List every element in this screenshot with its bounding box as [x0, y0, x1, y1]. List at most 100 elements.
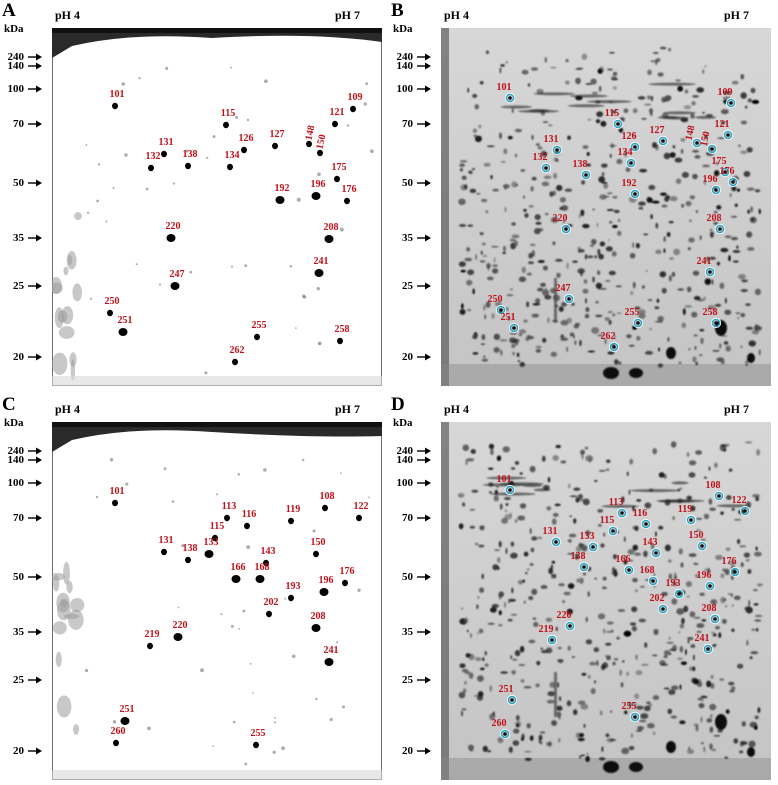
spot-label: 247 — [555, 283, 571, 294]
mw-marker-label: 20 — [402, 745, 413, 757]
spot-label: 168 — [254, 562, 270, 573]
spot-label: 202 — [649, 593, 665, 604]
protein-spot-circle — [506, 694, 518, 706]
spot-label: 208 — [706, 213, 722, 224]
protein-spot-circle — [495, 304, 507, 316]
mw-marker: 70 — [389, 512, 441, 524]
mw-marker: 50 — [0, 571, 52, 583]
spot-label: 126 — [621, 131, 637, 142]
ph-right-label: pH 7 — [724, 8, 750, 22]
protein-spot — [311, 192, 321, 200]
mw-marker-label: 70 — [402, 512, 413, 524]
protein-spot — [272, 142, 278, 150]
arrow-right-icon — [28, 282, 42, 290]
ph-left-label: pH 4 — [444, 402, 470, 416]
spot-label: 176 — [719, 166, 735, 177]
spot-label: 150 — [310, 537, 326, 548]
spot-label: 255 — [624, 307, 640, 318]
protein-spot-circle — [709, 613, 721, 625]
spot-label: 132 — [532, 152, 548, 163]
protein-spot — [350, 105, 356, 113]
spot-label: 250 — [487, 294, 503, 305]
mw-marker: 20 — [389, 745, 441, 757]
protein-spot — [288, 594, 294, 602]
protein-spot — [120, 717, 130, 725]
protein-spot-circle — [504, 484, 516, 496]
mw-marker-label: 100 — [396, 83, 414, 95]
protein-spot-circle — [710, 184, 722, 196]
protein-spot — [342, 579, 348, 587]
spot-label: 251 — [117, 315, 133, 326]
mw-marker-label: 140 — [396, 454, 414, 466]
spot-label: 131 — [542, 526, 558, 537]
protein-spot — [255, 575, 265, 583]
protein-spot — [319, 588, 329, 596]
protein-spot — [166, 234, 176, 242]
spot-label: 219 — [144, 629, 160, 640]
spot-label: 138 — [182, 149, 198, 160]
mw-marker-label: 100 — [7, 477, 25, 489]
spot-label: 113 — [608, 497, 624, 508]
spot-label: 208 — [701, 603, 717, 614]
spot-label: 122 — [731, 495, 747, 506]
protein-spot — [334, 175, 340, 183]
protein-spot — [118, 328, 128, 336]
protein-spot — [344, 197, 350, 205]
spot-label: 109 — [347, 92, 363, 103]
spot-label: 241 — [696, 256, 712, 267]
ph-right-label: pH 7 — [724, 402, 750, 416]
mw-marker: 25 — [389, 280, 441, 292]
mw-marker: 70 — [389, 118, 441, 130]
arrow-right-icon — [28, 747, 42, 755]
spot-label: 115 — [604, 108, 620, 119]
spot-label: 119 — [285, 504, 301, 515]
mw-marker: 50 — [0, 177, 52, 189]
spot-label: 166 — [230, 562, 246, 573]
protein-spot — [324, 235, 334, 243]
mw-marker-label: 25 — [13, 674, 24, 686]
mw-marker-label: 140 — [7, 454, 25, 466]
spot-label: 143 — [642, 537, 658, 548]
ph-right-label: pH 7 — [335, 8, 361, 22]
protein-spot-circle — [647, 575, 659, 587]
protein-spot-circle — [722, 129, 734, 141]
spot-label: 138 — [182, 543, 198, 554]
arrow-right-icon — [417, 179, 431, 187]
protein-spot — [322, 504, 328, 512]
spot-label: 121 — [329, 107, 345, 118]
protein-spot — [306, 140, 312, 148]
protein-spot — [107, 309, 113, 317]
spot-label: 251 — [498, 684, 514, 695]
spot-label: 150 — [688, 530, 704, 541]
spot-label: 247 — [169, 269, 185, 280]
arrow-right-icon — [28, 53, 42, 61]
arrow-right-icon — [417, 628, 431, 636]
mw-marker: 50 — [389, 571, 441, 583]
spot-label: 133 — [203, 537, 219, 548]
spot-label: 255 — [621, 701, 637, 712]
spot-label: 241 — [694, 633, 710, 644]
mw-marker: 25 — [0, 280, 52, 292]
mw-marker: 100 — [389, 83, 441, 95]
protein-spot — [275, 196, 285, 204]
mw-marker-label: 35 — [402, 626, 413, 638]
protein-spot — [185, 162, 191, 170]
spot-label: 176 — [341, 184, 357, 195]
protein-spot-circle — [710, 317, 722, 329]
spot-label: 241 — [313, 256, 329, 267]
spot-label: 196 — [310, 179, 326, 190]
mw-marker-label: 140 — [7, 60, 25, 72]
protein-spot — [332, 120, 338, 128]
protein-spot — [113, 739, 119, 747]
mw-marker: 20 — [0, 351, 52, 363]
protein-spot-circle — [727, 176, 739, 188]
gel-image — [52, 422, 382, 780]
protein-spot — [212, 534, 218, 542]
protein-spot-circle — [640, 518, 652, 530]
spot-label: 260 — [491, 718, 507, 729]
mw-marker: 25 — [389, 674, 441, 686]
spot-label: 220 — [172, 620, 188, 631]
